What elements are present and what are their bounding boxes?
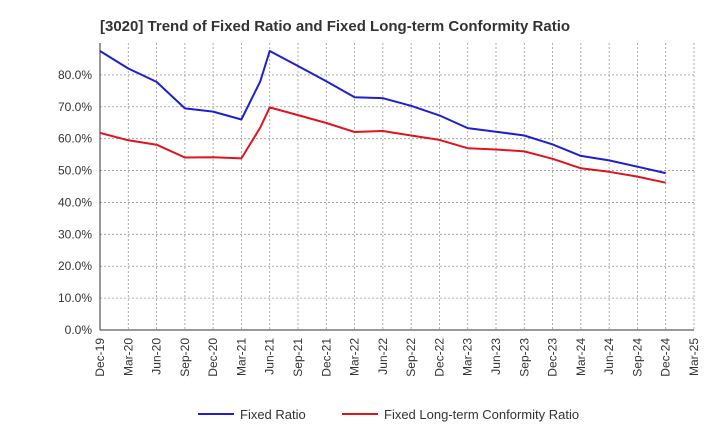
x-tick-label: Jun-24 bbox=[602, 338, 616, 375]
x-tick-label: Sep-22 bbox=[404, 338, 418, 377]
x-axis-ticks: Dec-19 Mar-20 Jun-20 Sep-20 Dec-20 Mar-21 Jun-… bbox=[93, 338, 701, 377]
series-line-1 bbox=[99, 50, 666, 175]
y-tick-label: 30.0% bbox=[58, 227, 92, 241]
y-tick-label: 0.0% bbox=[65, 323, 93, 337]
series-line-2 bbox=[99, 106, 666, 184]
x-tick-label: Dec-24 bbox=[659, 338, 673, 377]
x-tick-label: Mar-24 bbox=[574, 338, 588, 376]
x-tick-label: Jun-20 bbox=[150, 338, 164, 375]
grid bbox=[100, 43, 695, 330]
legend: Fixed Ratio Fixed Long-term Conformity Ra… bbox=[198, 407, 579, 422]
axes bbox=[99, 43, 694, 331]
y-tick-label: 10.0% bbox=[58, 291, 92, 305]
series-lines bbox=[99, 50, 666, 184]
x-tick-label: Jun-23 bbox=[489, 338, 503, 375]
x-tick-label: Jun-21 bbox=[263, 338, 277, 375]
x-tick-label: Mar-21 bbox=[234, 338, 248, 376]
chart-title: [3020] Trend of Fixed Ratio and Fixed Lo… bbox=[100, 18, 570, 35]
x-tick-label: Mar-25 bbox=[687, 338, 701, 376]
y-tick-label: 20.0% bbox=[58, 259, 92, 273]
x-tick-label: Mar-20 bbox=[121, 338, 135, 376]
x-tick-label: Dec-23 bbox=[546, 338, 560, 377]
x-tick-label: Mar-23 bbox=[461, 338, 475, 376]
legend-label: Fixed Ratio bbox=[240, 407, 306, 422]
y-tick-label: 40.0% bbox=[58, 195, 92, 209]
x-tick-label: Sep-20 bbox=[178, 338, 192, 377]
x-tick-label: Dec-19 bbox=[93, 338, 107, 377]
x-tick-label: Jun-22 bbox=[376, 338, 390, 375]
x-tick-label: Dec-22 bbox=[432, 338, 446, 377]
x-tick-label: Dec-20 bbox=[206, 338, 220, 377]
y-tick-label: 50.0% bbox=[58, 164, 92, 178]
y-tick-label: 80.0% bbox=[58, 68, 92, 82]
y-tick-label: 60.0% bbox=[58, 132, 92, 146]
y-axis-ticks: 0.0% 10.0% 20.0% 30.0% 40.0% 50.0% 60.0% 70.0% 8… bbox=[58, 68, 92, 337]
x-tick-label: Mar-22 bbox=[348, 338, 362, 376]
x-tick-label: Sep-21 bbox=[291, 338, 305, 377]
legend-label: Fixed Long-term Conformity Ratio bbox=[384, 407, 579, 422]
x-tick-label: Dec-21 bbox=[319, 338, 333, 377]
x-tick-label: Sep-24 bbox=[630, 338, 644, 377]
x-tick-label: Sep-23 bbox=[517, 338, 531, 377]
y-tick-label: 70.0% bbox=[58, 100, 92, 114]
